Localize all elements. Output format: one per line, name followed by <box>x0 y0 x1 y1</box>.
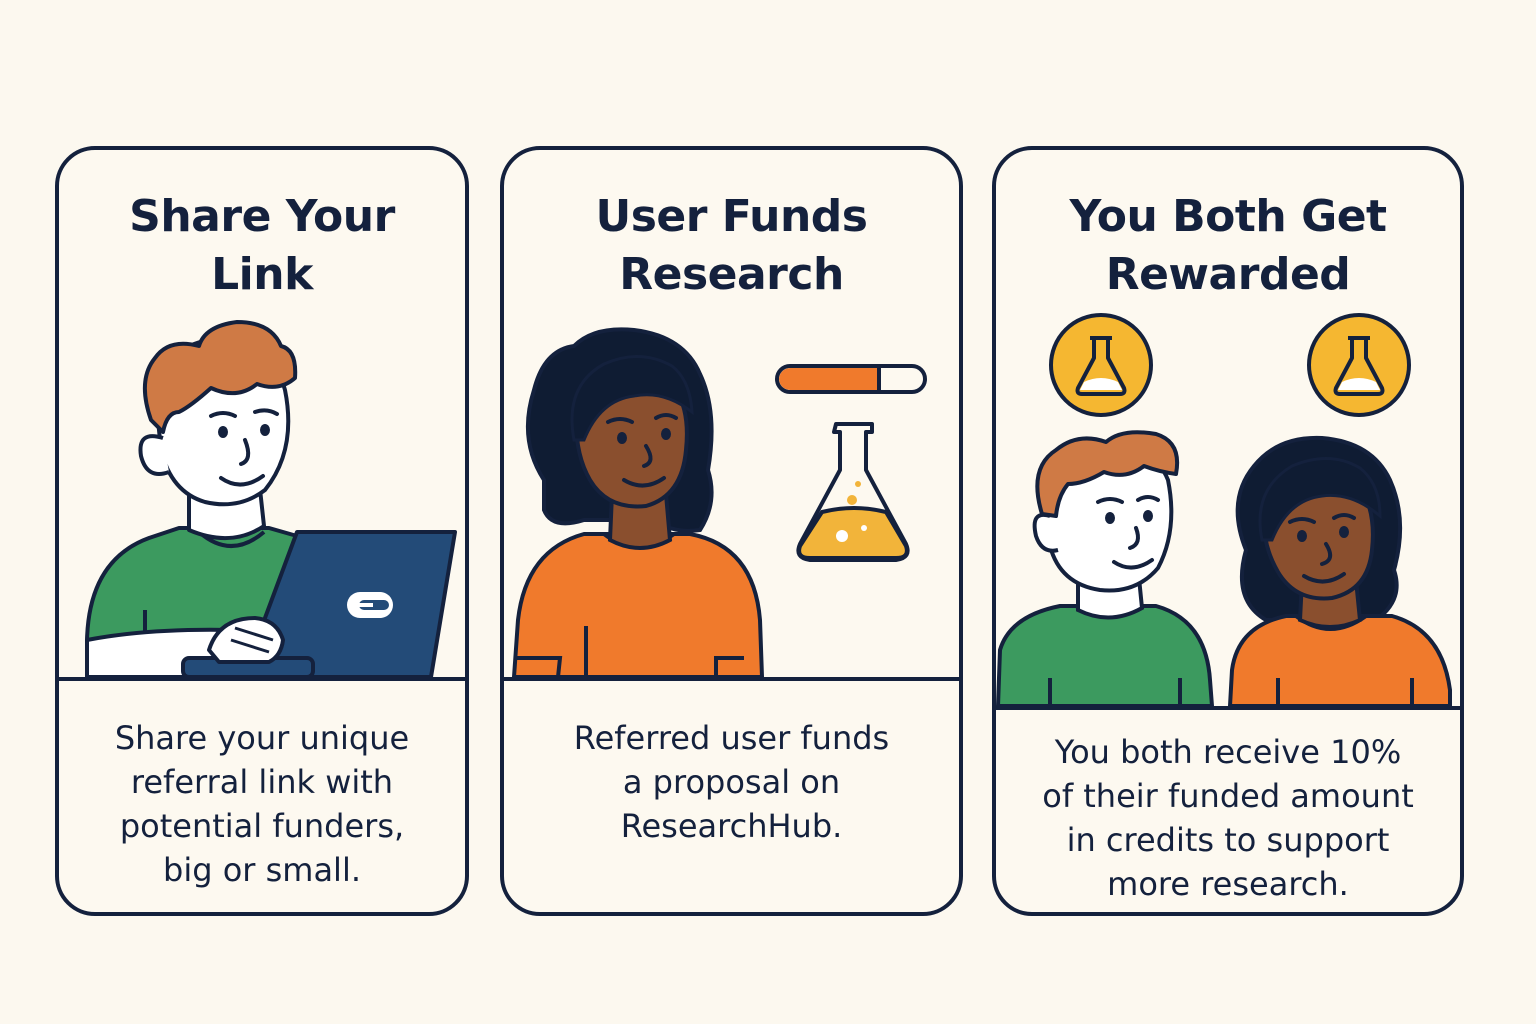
card-description: You both receive 10% of their funded amo… <box>996 730 1460 906</box>
card-description: Share your unique referral link with pot… <box>59 716 465 892</box>
funding-progress-bar <box>775 364 927 394</box>
card-description-line: ResearchHub. <box>620 807 843 845</box>
step-card-share-link: Share Your Link <box>55 146 469 916</box>
funding-progress-fill <box>779 368 881 390</box>
card-description-line: You both receive 10% <box>1054 733 1402 771</box>
card-description-line: Referred user funds <box>573 719 890 757</box>
card-title-line: Research <box>619 249 844 300</box>
card-title-line: Share Your <box>129 191 395 242</box>
link-icon <box>347 592 393 618</box>
person-with-laptop-illustration <box>85 320 457 679</box>
card-description-line: a proposal on <box>622 763 841 801</box>
step-card-both-rewarded: You Both Get Rewarded <box>992 146 1464 916</box>
card-divider <box>504 677 959 681</box>
flask-icon <box>796 422 910 562</box>
card-title-line: Link <box>211 249 313 300</box>
flask-coin-icon <box>1307 313 1411 417</box>
card-divider <box>59 677 465 681</box>
woman-funding-illustration <box>512 327 764 679</box>
card-description-line: of their funded amount <box>1042 777 1414 815</box>
step-card-user-funds: User Funds Research <box>500 146 963 916</box>
card-description-line: Share your unique <box>114 719 410 757</box>
card-title-line: User Funds <box>595 191 868 242</box>
card-description-line: in credits to support <box>1066 821 1390 859</box>
card-title-line: Rewarded <box>1105 249 1351 300</box>
card-description-line: big or small. <box>163 851 361 889</box>
card-description-line: potential funders, <box>119 807 405 845</box>
card-title: Share Your Link <box>59 188 465 304</box>
flask-coin-icon <box>1049 313 1153 417</box>
card-title: User Funds Research <box>504 188 959 304</box>
two-people-illustration <box>996 430 1452 708</box>
card-divider <box>996 706 1460 710</box>
card-description-line: more research. <box>1107 865 1349 903</box>
card-description-line: referral link with <box>130 763 394 801</box>
card-title-line: You Both Get <box>1069 191 1387 242</box>
card-title: You Both Get Rewarded <box>996 188 1460 304</box>
card-description: Referred user funds a proposal on Resear… <box>504 716 959 848</box>
